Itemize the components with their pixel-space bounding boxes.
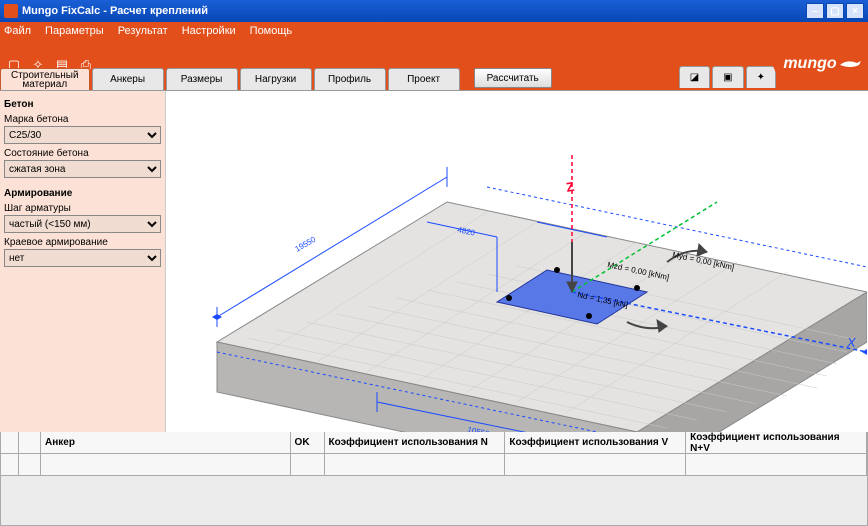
viewport-3d[interactable]: Z X Nd = 1,35 [kN] Mzd = 0,00 [kNm] Myd … bbox=[166, 91, 868, 432]
results-grid-row[interactable] bbox=[0, 454, 868, 476]
calculate-button[interactable]: Рассчитать bbox=[474, 68, 552, 88]
results-grid-header: Анкер OK Коэффициент использования N Коэ… bbox=[0, 432, 868, 454]
col-util-n: Коэффициент использования N bbox=[325, 432, 506, 453]
tab-sizes[interactable]: Размеры bbox=[166, 68, 238, 90]
close-button[interactable]: × bbox=[846, 3, 864, 19]
edge-label: Краевое армирование bbox=[4, 237, 161, 248]
menu-params[interactable]: Параметры bbox=[45, 25, 104, 37]
view-button-1[interactable]: ◪ bbox=[679, 66, 710, 88]
brand-logo: mungo bbox=[782, 42, 864, 86]
grade-label: Марка бетона bbox=[4, 114, 161, 125]
window-title: Mungo FixCalc - Расчет креплений bbox=[22, 5, 208, 17]
menu-bar: Файл Параметры Результат Настройки Помощ… bbox=[0, 22, 868, 40]
lizard-icon bbox=[839, 57, 863, 71]
col-util-v: Коэффициент использования V bbox=[505, 432, 686, 453]
col-ok: OK bbox=[291, 432, 325, 453]
menu-file[interactable]: Файл bbox=[4, 25, 31, 37]
col-util-nv: Коэффициент использования N+V bbox=[686, 432, 867, 453]
view-button-2[interactable]: ▣ bbox=[712, 66, 743, 88]
tab-material[interactable]: Строительный материал bbox=[0, 68, 90, 90]
maximize-button[interactable]: ▢ bbox=[826, 3, 844, 19]
tab-loads[interactable]: Нагрузки bbox=[240, 68, 312, 90]
state-select[interactable]: сжатая зона bbox=[4, 160, 161, 178]
col-anchor: Анкер bbox=[41, 432, 291, 453]
minimize-button[interactable]: – bbox=[806, 3, 824, 19]
menu-result[interactable]: Результат bbox=[118, 25, 168, 37]
concrete-section-title: Бетон bbox=[4, 99, 161, 110]
svg-text:19550: 19550 bbox=[294, 234, 318, 253]
menu-help[interactable]: Помощь bbox=[250, 25, 293, 37]
results-grid-body bbox=[0, 476, 868, 526]
tab-profile[interactable]: Профиль bbox=[314, 68, 386, 90]
step-label: Шаг арматуры bbox=[4, 203, 161, 214]
side-panel: Бетон Марка бетона C25/30 Состояние бето… bbox=[0, 91, 166, 432]
tab-anchors[interactable]: Анкеры bbox=[92, 68, 164, 90]
svg-text:X: X bbox=[846, 335, 857, 350]
tab-project[interactable]: Проект bbox=[388, 68, 460, 90]
model-3d-svg: Z X Nd = 1,35 [kN] Mzd = 0,00 [kNm] Myd … bbox=[167, 92, 867, 432]
rebar-section-title: Армирование bbox=[4, 188, 161, 199]
app-icon bbox=[4, 4, 18, 18]
grade-select[interactable]: C25/30 bbox=[4, 126, 161, 144]
menu-settings[interactable]: Настройки bbox=[182, 25, 236, 37]
step-select[interactable]: частый (<150 мм) bbox=[4, 215, 161, 233]
state-label: Состояние бетона bbox=[4, 148, 161, 159]
svg-text:Z: Z bbox=[565, 178, 575, 194]
edge-select[interactable]: нет bbox=[4, 249, 161, 267]
